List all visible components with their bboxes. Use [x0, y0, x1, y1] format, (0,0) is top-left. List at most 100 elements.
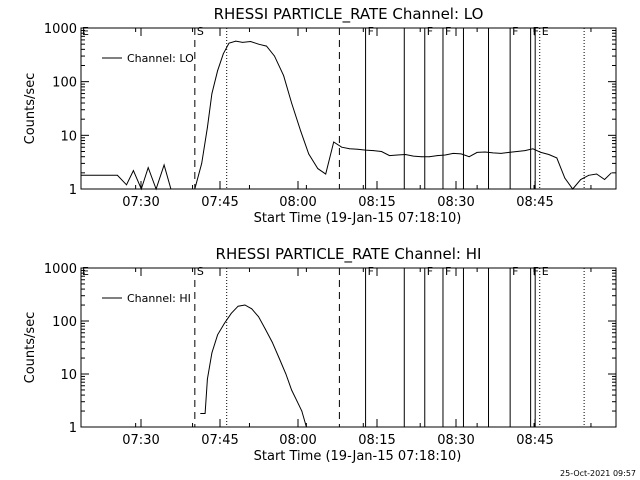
- x-tick-label: 07:45: [201, 433, 238, 448]
- data-point: [444, 154, 446, 156]
- x-axis-label: Start Time (19-Jan-15 07:18:10): [254, 449, 462, 464]
- data-point: [452, 153, 454, 154]
- x-tick-label: 08:15: [358, 433, 395, 448]
- data-point: [540, 152, 542, 153]
- data-point: [206, 378, 208, 380]
- event-marker-label: F: [445, 265, 451, 278]
- data-point: [508, 152, 510, 153]
- series-line: [200, 304, 307, 428]
- data-point: [283, 75, 285, 76]
- y-tick-label: 1: [69, 421, 77, 436]
- data-point: [201, 162, 203, 164]
- event-marker-label: F: [533, 265, 539, 278]
- data-point: [185, 188, 187, 190]
- event-marker-label: E: [82, 25, 89, 38]
- event-marker-label: F: [368, 265, 374, 278]
- data-point: [468, 156, 470, 158]
- x-tick-label: 07:30: [122, 195, 159, 210]
- data-point: [500, 153, 502, 154]
- y-tick-label: 10: [60, 368, 77, 383]
- event-marker-label: F: [533, 25, 539, 38]
- x-axis-label: Start Time (19-Jan-15 07:18:10): [254, 211, 462, 226]
- data-point: [572, 188, 574, 190]
- event-marker-label: E: [542, 265, 549, 278]
- y-tick-label: 100: [52, 76, 77, 91]
- event-marker-label: S: [197, 25, 204, 38]
- data-point: [244, 304, 246, 306]
- data-point: [301, 410, 303, 412]
- data-point: [291, 389, 292, 391]
- chart-panel-0: [80, 27, 617, 191]
- data-point: [420, 156, 422, 158]
- data-point: [556, 157, 558, 159]
- plot-frame: [80, 27, 617, 190]
- data-point: [516, 151, 518, 152]
- y-tick-label: 1000: [44, 262, 77, 277]
- data-point: [271, 341, 273, 343]
- chart-title: RHESSI PARTICLE_RATE Channel: LO: [214, 5, 484, 24]
- event-marker-label: F: [368, 25, 374, 38]
- x-tick-label: 08:15: [358, 195, 395, 210]
- y-tick-label: 1: [69, 183, 77, 198]
- data-point: [611, 172, 612, 174]
- data-point: [381, 151, 382, 152]
- data-point: [564, 177, 566, 179]
- data-point: [258, 43, 259, 45]
- y-tick-label: 10: [60, 129, 77, 144]
- data-point: [224, 323, 225, 324]
- data-point: [170, 188, 172, 190]
- data-point: [206, 127, 208, 128]
- event-marker-label: E: [542, 25, 549, 38]
- data-point: [117, 174, 118, 176]
- data-point: [242, 41, 244, 43]
- data-point: [258, 316, 259, 318]
- data-point: [604, 179, 606, 180]
- event-marker-label: F: [427, 25, 433, 38]
- data-point: [265, 328, 266, 330]
- data-point: [126, 184, 127, 186]
- data-point: [266, 45, 267, 47]
- data-point: [365, 149, 366, 151]
- data-point: [274, 55, 275, 57]
- data-point: [222, 53, 224, 55]
- data-point: [147, 167, 149, 169]
- legend-label: Channel: LO: [127, 52, 194, 65]
- data-point: [596, 173, 598, 175]
- data-point: [200, 413, 201, 414]
- data-point: [588, 174, 590, 176]
- chart-panel-1: [80, 267, 617, 428]
- data-point: [217, 334, 218, 336]
- data-point: [524, 150, 526, 151]
- data-point: [300, 130, 302, 132]
- data-point: [373, 150, 374, 151]
- data-point: [317, 168, 319, 169]
- x-tick-label: 08:00: [279, 433, 316, 448]
- x-tick-label: 08:45: [516, 433, 553, 448]
- data-point: [140, 188, 142, 190]
- data-point: [397, 154, 398, 156]
- timestamp-label: 25-Oct-2021 09:57: [560, 469, 636, 478]
- plot-frame: [80, 267, 617, 428]
- event-marker-label: F: [427, 265, 433, 278]
- data-point: [357, 148, 359, 150]
- data-point: [163, 164, 165, 166]
- data-point: [250, 41, 252, 42]
- data-point: [204, 413, 206, 414]
- data-point: [278, 357, 280, 359]
- data-point: [341, 146, 343, 148]
- x-tick-label: 07:45: [201, 195, 238, 210]
- data-point: [476, 152, 478, 153]
- y-axis-label: Counts/sec: [23, 73, 38, 145]
- data-point: [484, 151, 486, 153]
- data-point: [251, 308, 253, 310]
- event-marker-label: F: [445, 25, 451, 38]
- data-point: [460, 153, 462, 155]
- x-tick-label: 08:45: [516, 195, 553, 210]
- data-point: [412, 155, 414, 157]
- data-point: [436, 155, 438, 156]
- y-tick-label: 1000: [44, 22, 77, 37]
- data-point: [405, 154, 406, 155]
- data-point: [211, 352, 213, 354]
